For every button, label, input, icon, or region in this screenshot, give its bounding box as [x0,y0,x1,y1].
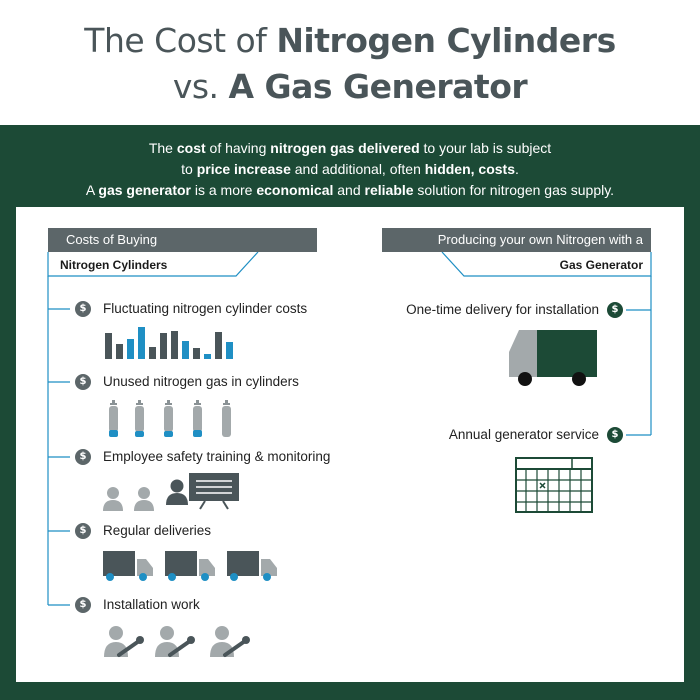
dollar-icon: $ [75,523,91,539]
left-connector-lines [47,251,259,606]
worker-wrench-icon [104,626,250,657]
right-connector-lines [441,251,652,436]
right-subheader: Gas Generator [559,258,643,272]
left-header-bar: Costs of Buying [48,228,317,252]
dollar-icon: $ [75,597,91,613]
content-panel [16,207,684,682]
left-item-4-label: Regular deliveries [103,523,212,538]
dollar-icon: $ [75,374,91,390]
intro-text: The cost of having nitrogen gas delivere… [0,138,700,201]
right-item-2-label: Annual generator service [448,427,599,442]
gas-cylinder-icon [109,400,231,437]
title-bold-2: A Gas Generator [228,67,528,106]
dollar-icon: $ [75,301,91,317]
title-prefix-2: vs. [172,67,229,106]
left-item-3-label: Employee safety training & monitoring [103,449,331,464]
calendar-icon [515,457,593,513]
right-item-1-label: One-time delivery for installation [406,302,599,317]
dollar-icon: $ [607,302,623,318]
dollar-icon: $ [607,427,623,443]
bar-chart-icon [105,327,233,359]
left-header-text: Costs of Buying [66,232,158,247]
left-item-1-label: Fluctuating nitrogen cylinder costs [103,301,308,316]
left-subheader: Nitrogen Cylinders [60,258,168,272]
title-line-1: The Cost of Nitrogen Cylinders [0,0,700,64]
delivery-truck-icon [509,330,597,386]
left-item-5-label: Installation work [103,597,200,612]
right-header-text: Producing your own Nitrogen with a [437,232,643,247]
intro-line-2: to price increase and additional, often … [181,161,519,177]
title-prefix-1: The Cost of [84,21,277,60]
left-item-2-label: Unused nitrogen gas in cylinders [103,374,299,389]
title-line-2: vs. A Gas Generator [0,64,700,110]
intro-line-1: The cost of having nitrogen gas delivere… [148,140,552,156]
delivery-truck-icon [103,551,277,581]
training-icon [103,473,239,511]
right-header-bar: Producing your own Nitrogen with a [382,228,651,252]
title-bold-1: Nitrogen Cylinders [276,21,616,60]
intro-line-3: A gas generator is a more economical and… [85,182,615,198]
dollar-icon: $ [75,449,91,465]
title-block: The Cost of Nitrogen Cylinders vs. A Gas… [0,0,700,125]
